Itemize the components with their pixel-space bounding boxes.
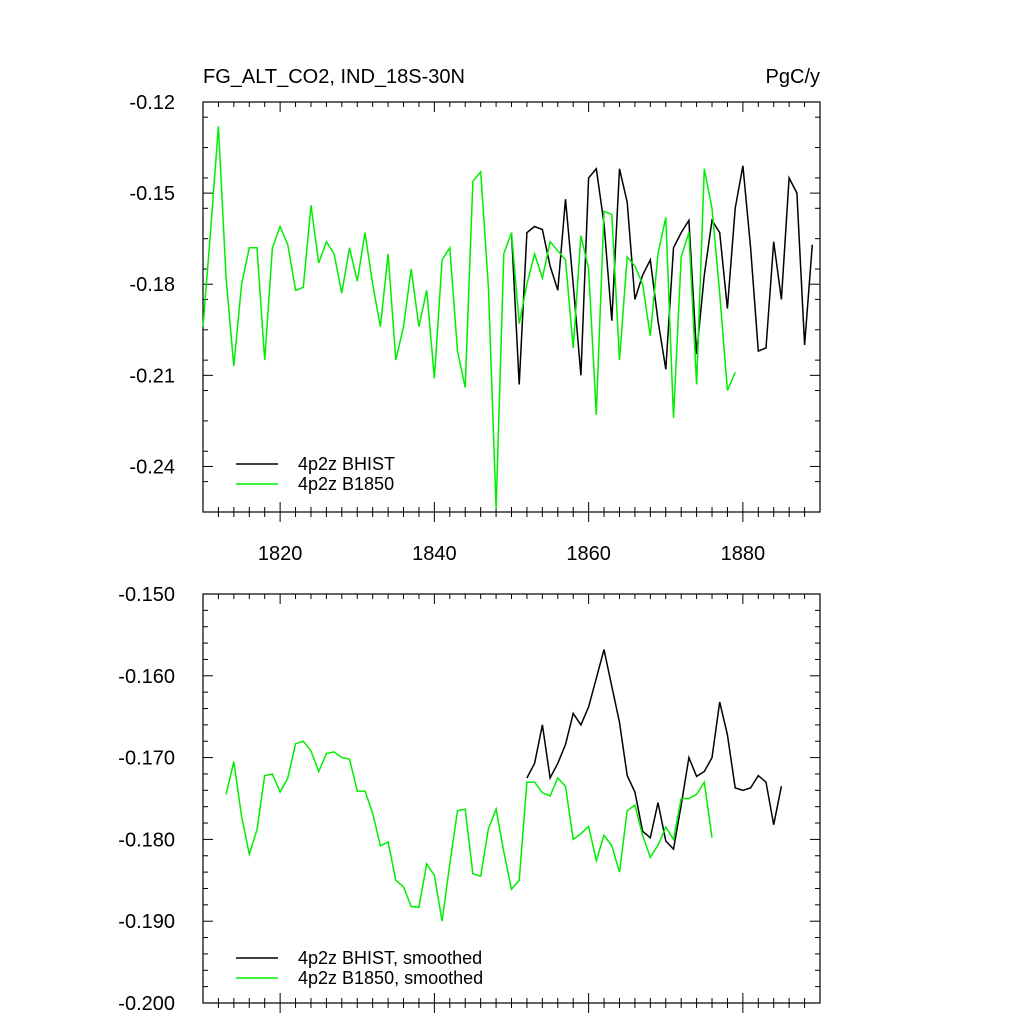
y-tick-label: -0.170: [118, 748, 175, 770]
series-line-bhist: [526, 649, 783, 851]
series-line-b1850: [225, 740, 713, 922]
y-tick-label: -0.18: [129, 274, 175, 296]
y-tick-label: -0.24: [129, 456, 175, 478]
y-tick-label: -0.21: [129, 365, 175, 387]
legend-label: 4p2z B1850: [298, 474, 394, 494]
y-tick-label: -0.180: [118, 829, 175, 851]
chart-title: FG_ALT_CO2, IND_18S-30N: [203, 66, 465, 88]
y-tick-label: -0.160: [118, 666, 175, 688]
x-tick-label: 1840: [412, 543, 457, 565]
y-tick-label: -0.12: [129, 92, 175, 114]
plot-frame: [202, 593, 821, 1004]
legend-label: 4p2z BHIST, smoothed: [298, 948, 482, 968]
series-line-b1850: [202, 126, 736, 510]
y-tick-label: -0.15: [129, 183, 175, 205]
series-line-bhist: [510, 165, 814, 385]
x-tick-label: 1880: [721, 543, 766, 565]
y-tick-label: -0.200: [118, 993, 175, 1015]
legend-label: 4p2z BHIST: [298, 454, 395, 474]
legend-label: 4p2z B1850, smoothed: [298, 968, 483, 988]
units-label: PgC/y: [766, 66, 820, 88]
bottom-panel: -0.150 -0.160 -0.170 -0.180 -0.190 -0.200 4p2z…: [118, 584, 821, 1015]
top-panel: 1820 1840 1860 1880 -0.12 -0.15 -0.18 -0.21 -0.2…: [129, 92, 821, 565]
x-tick-label: 1860: [566, 543, 611, 565]
x-tick-label: 1820: [258, 543, 303, 565]
y-tick-label: -0.190: [118, 911, 175, 933]
y-tick-label: -0.150: [118, 584, 175, 606]
